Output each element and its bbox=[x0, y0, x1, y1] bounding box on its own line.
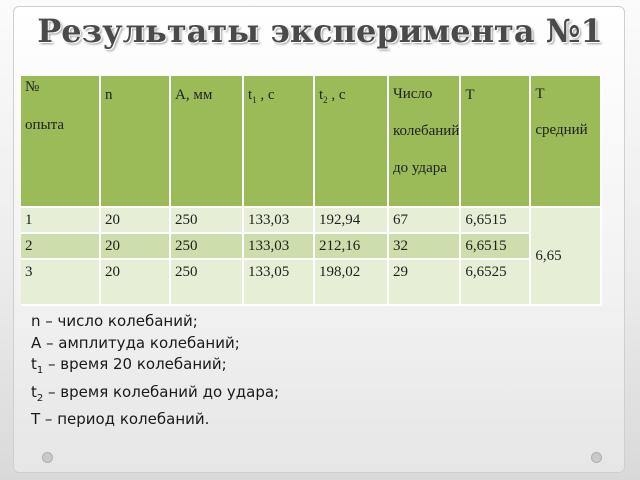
cell-t2: 192,94 bbox=[315, 208, 389, 234]
legend-line-n: n – число колебаний; bbox=[31, 312, 198, 330]
legend-t2-symbol: t bbox=[31, 382, 37, 401]
cell-count: 29 bbox=[389, 260, 462, 306]
header-experiment-number: № опыта bbox=[21, 76, 101, 208]
cell-period-average: 6,65 bbox=[531, 208, 603, 306]
header-period-average: Т средний bbox=[531, 76, 603, 208]
cell-num: 3 bbox=[21, 260, 101, 306]
cell-count: 32 bbox=[389, 234, 462, 260]
header-period: Т bbox=[461, 76, 532, 208]
header-t2-symbol: t bbox=[319, 87, 324, 103]
header-amplitude: А, мм bbox=[171, 76, 244, 208]
cell-n: 20 bbox=[101, 234, 171, 260]
corner-dot-decoration bbox=[591, 452, 602, 463]
header-t2-subscript: 2 bbox=[323, 95, 328, 105]
legend-line-amplitude: А – амплитуда колебаний; bbox=[31, 333, 240, 352]
table-header-row: № опыта n А, мм t1 , с t2 , с Число коле… bbox=[21, 76, 603, 208]
results-table: № опыта n А, мм t1 , с t2 , с Число коле… bbox=[21, 76, 603, 306]
legend-t1-text: – время 20 колебаний; bbox=[43, 355, 227, 373]
table-row: 2 20 250 133,03 212,16 32 6,6515 bbox=[21, 234, 602, 260]
legend: n – число колебаний; А – амплитуда колеб… bbox=[31, 311, 279, 431]
legend-t1-symbol: t bbox=[31, 355, 37, 373]
slide-title: Результаты эксперимента №1 bbox=[37, 12, 603, 50]
legend-t2-text: – время колебаний до удара; bbox=[43, 382, 280, 401]
table-row: 1 20 250 133,03 192,94 67 6,6515 6,65 bbox=[21, 208, 603, 306]
cell-amplitude: 250 bbox=[171, 208, 244, 234]
header-t2: t2 , с bbox=[315, 76, 389, 208]
cell-period: 6,6515 bbox=[461, 208, 532, 234]
legend-t2-subscript: 2 bbox=[36, 392, 44, 404]
header-t1-symbol: t bbox=[248, 87, 253, 103]
legend-line-t1: t1 – время 20 колебаний; bbox=[31, 354, 279, 382]
header-t1: t1 , с bbox=[244, 76, 315, 208]
cell-n: 20 bbox=[101, 208, 171, 234]
cell-amplitude: 250 bbox=[171, 260, 244, 306]
cell-count: 67 bbox=[389, 208, 462, 234]
cell-period: 6,6515 bbox=[461, 234, 532, 260]
header-n: n bbox=[101, 76, 171, 208]
header-num-symbol: № bbox=[25, 79, 40, 95]
header-num-label: опыта bbox=[25, 117, 65, 133]
corner-dot-decoration bbox=[42, 452, 53, 463]
legend-line-t2: t2 – время колебаний до удара; bbox=[31, 382, 279, 410]
header-t1-unit: , с bbox=[256, 87, 275, 103]
cell-num: 2 bbox=[21, 234, 101, 260]
cell-amplitude: 250 bbox=[171, 234, 244, 260]
cell-t2: 212,16 bbox=[315, 234, 389, 260]
legend-line-period: Т – период колебаний. bbox=[31, 410, 210, 428]
cell-period: 6,6525 bbox=[461, 260, 532, 306]
table-row: 3 20 250 133,05 198,02 29 6,6525 bbox=[21, 260, 602, 306]
header-t2-unit: , с bbox=[327, 87, 346, 103]
legend-t1-subscript: 1 bbox=[36, 365, 44, 376]
cell-num: 1 bbox=[21, 208, 101, 234]
cell-t1: 133,03 bbox=[244, 234, 315, 260]
header-t1-subscript: 1 bbox=[252, 95, 257, 105]
cell-t1: 133,03 bbox=[244, 208, 315, 234]
cell-n: 20 bbox=[101, 260, 171, 306]
header-oscillation-count: Число колебаний до удара bbox=[389, 76, 462, 208]
cell-t1: 133,05 bbox=[244, 260, 315, 306]
cell-t2: 198,02 bbox=[315, 260, 389, 306]
